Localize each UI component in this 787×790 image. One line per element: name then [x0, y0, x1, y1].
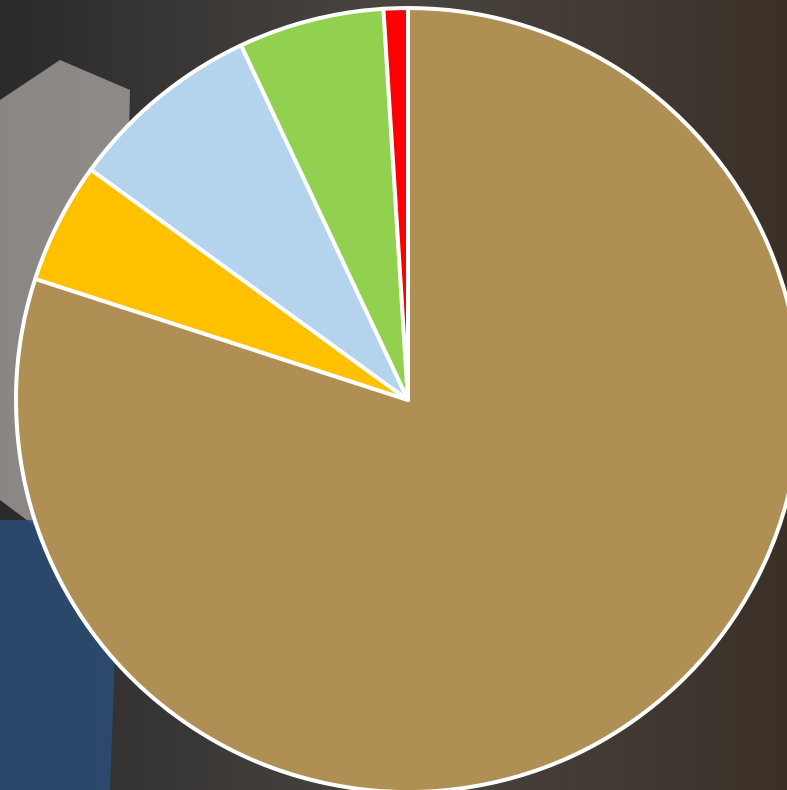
- pie-slice: [381, 6, 410, 402]
- pie: [14, 6, 787, 790]
- pie-slice: [239, 6, 410, 402]
- pie-slice: [88, 43, 410, 402]
